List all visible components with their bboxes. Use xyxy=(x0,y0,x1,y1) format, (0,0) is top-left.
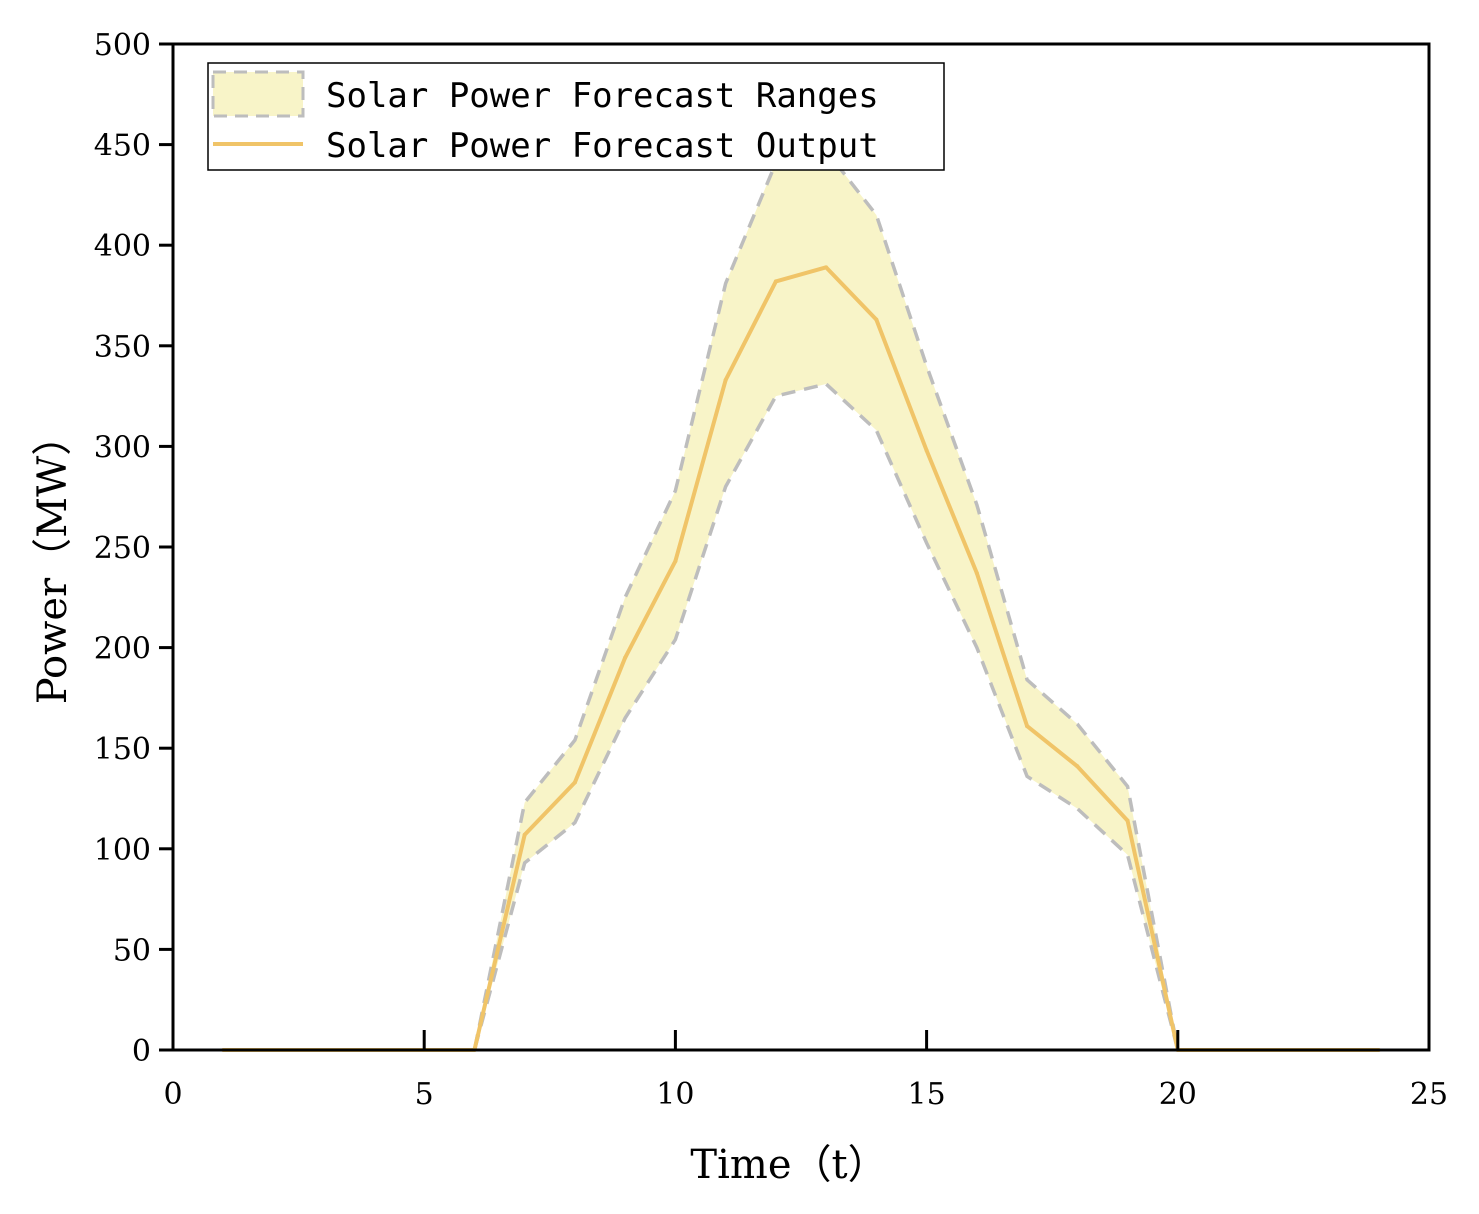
x-tick-label: 25 xyxy=(1410,1077,1448,1112)
x-tick-label: 10 xyxy=(656,1077,694,1112)
forecast-output-point xyxy=(824,265,829,270)
forecast-output-point xyxy=(924,448,929,453)
forecast-range-fill xyxy=(223,150,1379,1051)
forecast-output-point xyxy=(522,832,527,837)
forecast-output-point xyxy=(1125,818,1130,823)
forecast-output-point xyxy=(723,378,728,383)
y-tick-label: 0 xyxy=(132,1034,151,1069)
y-tick-label: 50 xyxy=(113,933,151,968)
y-tick-label: 200 xyxy=(94,632,151,667)
y-tick-label: 450 xyxy=(94,129,151,164)
x-tick-label: 20 xyxy=(1159,1077,1197,1112)
y-tick-label: 150 xyxy=(94,732,151,767)
x-tick-label: 5 xyxy=(415,1077,434,1112)
forecast-output-point xyxy=(773,279,778,284)
x-tick-label: 0 xyxy=(163,1077,182,1112)
y-tick-label: 500 xyxy=(94,28,151,63)
legend: Solar Power Forecast Ranges Solar Power … xyxy=(207,62,945,171)
forecast-output-point xyxy=(572,780,577,785)
y-tick-label: 350 xyxy=(94,330,151,365)
legend-label-range: Solar Power Forecast Ranges xyxy=(326,76,879,116)
y-tick-label: 400 xyxy=(94,229,151,264)
y-tick-label: 250 xyxy=(94,531,151,566)
legend-box xyxy=(207,62,945,171)
y-axis-title: Power（MW） xyxy=(30,416,76,704)
forecast-output-point xyxy=(623,655,628,660)
y-tick-label: 300 xyxy=(94,430,151,465)
y-tick-label: 100 xyxy=(94,833,151,868)
legend-label-output: Solar Power Forecast Output xyxy=(326,126,879,166)
forecast-range-band-layer xyxy=(223,148,1379,1052)
forecast-range-lower-edge xyxy=(223,382,1379,1052)
forecast-output-point xyxy=(1075,764,1080,769)
forecast-output-point xyxy=(673,559,678,564)
x-axis-title: Time（t） xyxy=(690,1142,887,1188)
x-tick-label: 15 xyxy=(908,1077,946,1112)
legend-range-swatch xyxy=(211,70,305,118)
forecast-output-point xyxy=(1025,724,1030,729)
forecast-output-point xyxy=(874,317,879,322)
forecast-output-point xyxy=(974,571,979,576)
